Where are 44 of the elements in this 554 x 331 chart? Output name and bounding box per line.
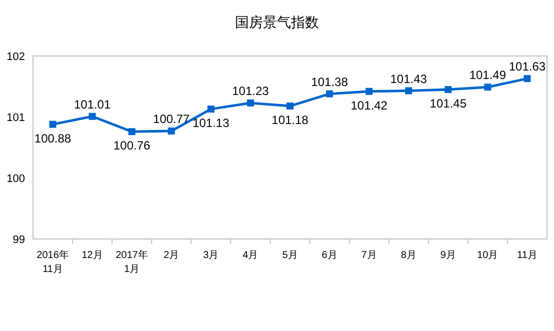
x-tick-label: 2016年 11月 [36,249,69,275]
data-label: 101.01 [74,97,111,112]
data-label: 101.23 [232,84,270,98]
point [326,90,334,98]
point [366,88,373,95]
x-tick-label: 8月 [400,250,416,261]
x-tick-label: 5月 [282,250,298,261]
x-tick-label: 2017年 1月 [116,249,148,275]
point [405,87,412,94]
data-label: 101.43 [390,72,428,86]
point [88,112,96,120]
data-label: 101.18 [272,113,309,128]
x-tick-label: 9月 [440,250,456,261]
x-tick-label: 6月 [322,250,338,261]
x-tick-label: 7月 [361,250,377,261]
data-label: 101.49 [469,68,506,82]
point [207,106,214,113]
chart-title: 国房景气指数 [235,14,319,30]
x-tick-label: 12月 [82,250,103,261]
point [246,99,254,106]
point [49,120,56,128]
y-tick-label: 101 [6,112,25,124]
y-tick-label: 102 [6,51,25,63]
point [524,75,531,82]
x-tick-label: 3月 [203,250,219,261]
x-tick-label: 4月 [242,250,258,261]
data-label: 101.42 [350,98,388,112]
data-label: 101.63 [508,60,546,74]
data-label: 101.38 [311,74,348,89]
data-label: 101.45 [430,96,467,111]
data-label: 100.76 [113,138,151,153]
x-tick-label: 11月 [517,250,538,261]
data-label: 100.88 [34,131,72,146]
data-label: 100.77 [153,112,190,126]
y-tick-label: 100 [6,173,25,185]
point [444,86,452,94]
x-tick-label: 2月 [164,250,180,261]
point [484,84,492,91]
data-label: 101.13 [192,116,230,130]
y-tick-label: 99 [12,234,25,246]
point [168,128,175,135]
point [128,128,136,136]
point [286,102,294,110]
x-tick-label: 10月 [477,250,498,261]
